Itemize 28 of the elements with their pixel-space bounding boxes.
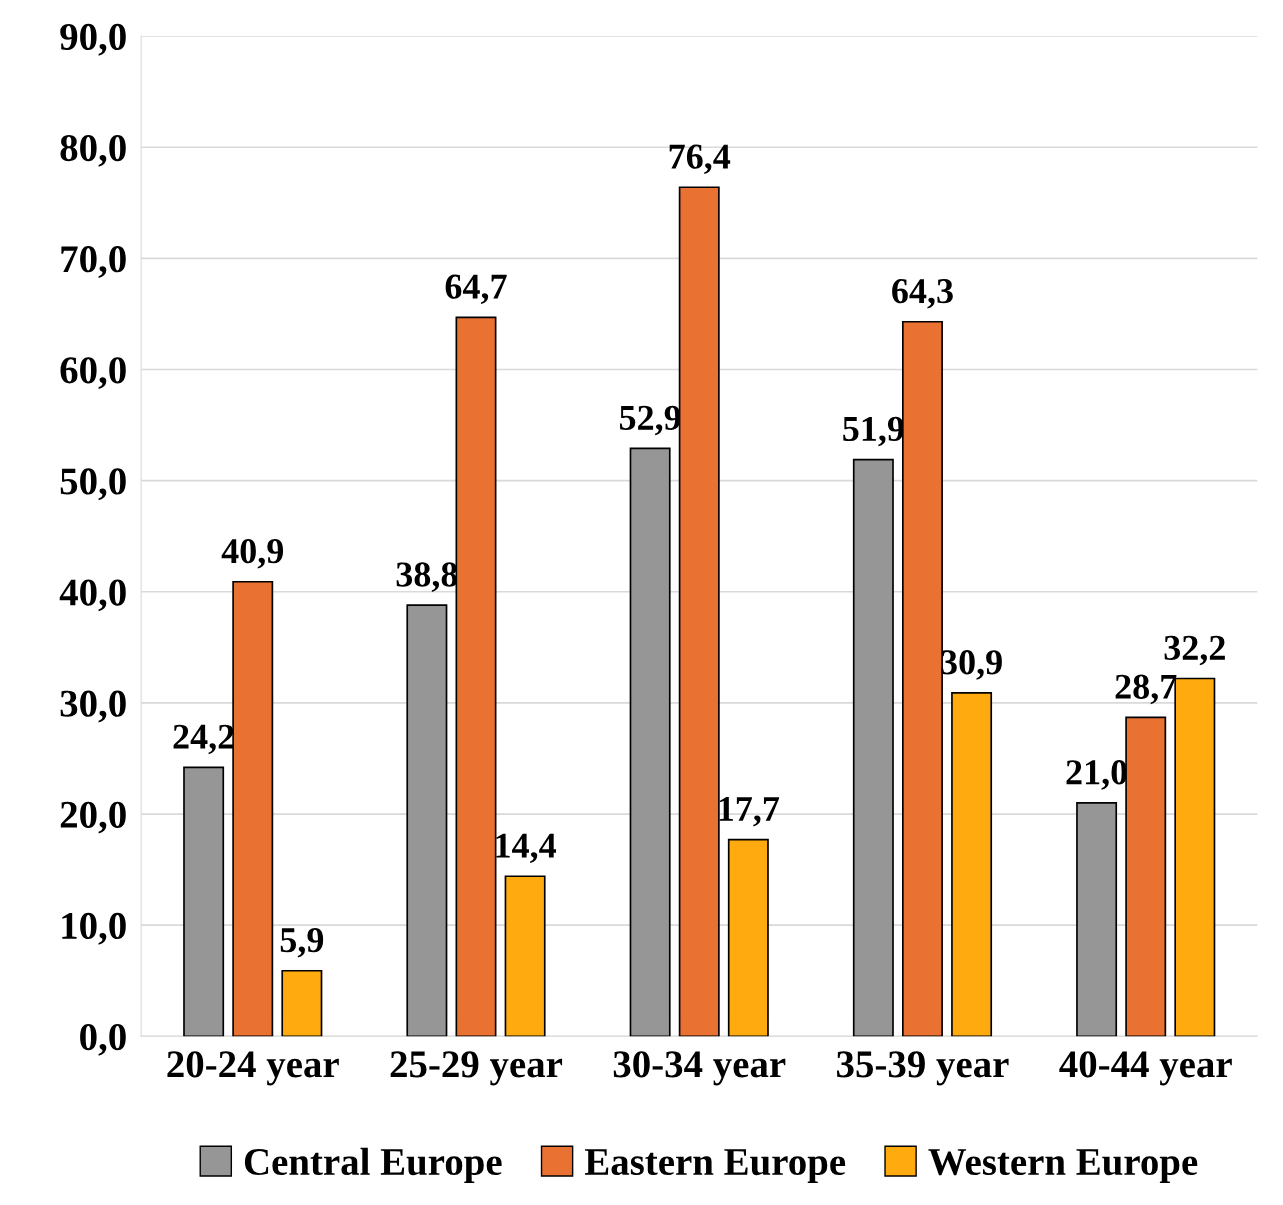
- y-tick-label: 20,0: [60, 801, 126, 834]
- data-label: 64,7: [445, 274, 507, 305]
- y-tick-label: 40,0: [59, 579, 126, 612]
- data-label: 51,9: [843, 416, 904, 447]
- data-label: 14,4: [496, 833, 557, 864]
- y-tick-label: 0,0: [80, 1023, 126, 1056]
- x-tick-label: 35-39 year: [837, 1051, 1009, 1086]
- y-tick-label: 80,0: [60, 134, 126, 167]
- data-label: 40,9: [221, 538, 284, 569]
- legend-label: Central Europe: [244, 1147, 502, 1183]
- data-label: 38,8: [396, 562, 458, 592]
- legend-label: Western Europe: [928, 1149, 1198, 1183]
- data-label: 76,4: [669, 144, 731, 175]
- y-tick-label: 30,0: [60, 690, 126, 723]
- y-tick-label: 90,0: [60, 23, 126, 56]
- data-label: 64,3: [892, 279, 953, 309]
- data-label: 5,9: [280, 928, 324, 958]
- x-tick-label: 30-34 year: [613, 1051, 786, 1086]
- data-label: 52,9: [619, 405, 681, 436]
- data-label: 32,2: [1164, 635, 1225, 666]
- x-tick-label: 40-44 year: [1059, 1051, 1232, 1086]
- x-tick-label: 25-29 year: [390, 1051, 563, 1086]
- legend-label: Eastern Europe: [584, 1149, 846, 1183]
- y-tick-label: 60,0: [60, 357, 126, 390]
- y-tick-label: 50,0: [60, 468, 126, 501]
- x-tick-label: 20-24 year: [167, 1051, 339, 1086]
- y-tick-label: 70,0: [61, 246, 126, 278]
- y-tick-label: 10,0: [62, 912, 126, 945]
